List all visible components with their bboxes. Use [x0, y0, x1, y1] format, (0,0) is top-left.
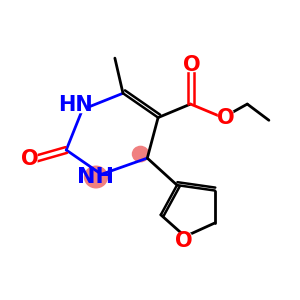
- FancyBboxPatch shape: [64, 98, 87, 113]
- Text: O: O: [21, 149, 39, 170]
- FancyBboxPatch shape: [176, 233, 192, 248]
- FancyBboxPatch shape: [184, 58, 200, 72]
- Ellipse shape: [132, 146, 149, 162]
- FancyBboxPatch shape: [218, 110, 233, 125]
- Text: NH: NH: [77, 167, 115, 187]
- FancyBboxPatch shape: [22, 152, 38, 167]
- Text: O: O: [175, 230, 193, 250]
- Text: O: O: [183, 55, 201, 75]
- Text: HN: HN: [58, 95, 93, 116]
- Ellipse shape: [84, 166, 108, 188]
- Text: O: O: [217, 108, 235, 127]
